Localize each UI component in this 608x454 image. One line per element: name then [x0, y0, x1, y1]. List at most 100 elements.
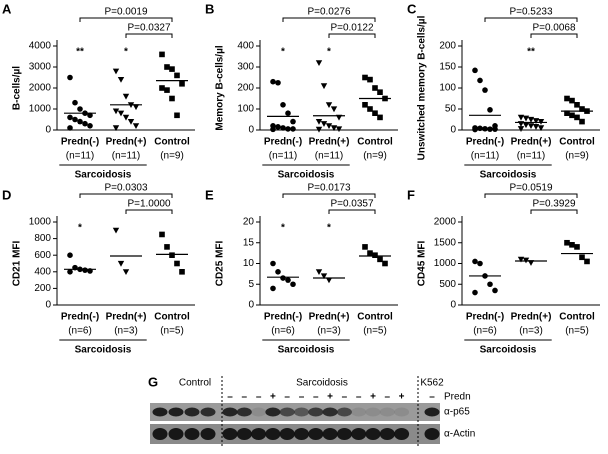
point — [112, 227, 120, 234]
panel-letter: A — [2, 1, 12, 16]
point — [117, 110, 125, 117]
point — [290, 126, 296, 132]
panel-letter: E — [205, 187, 214, 202]
point — [77, 106, 83, 112]
point — [482, 87, 488, 93]
y-tick-label: 15 — [243, 237, 255, 248]
point — [174, 112, 180, 119]
panel-letter: D — [2, 187, 11, 202]
bracket — [484, 193, 578, 198]
point — [367, 250, 373, 256]
point — [472, 126, 478, 133]
point — [579, 118, 585, 125]
band — [322, 407, 338, 417]
bracket — [125, 33, 173, 38]
x-tick-label: Predn(-) — [61, 137, 99, 148]
point — [290, 281, 296, 288]
significance: * — [327, 47, 331, 58]
point — [159, 51, 165, 58]
point — [315, 126, 323, 133]
point — [179, 269, 185, 275]
y-tick-label: 200 — [34, 283, 51, 294]
treatment-sign: – — [256, 392, 262, 403]
significance: * — [281, 47, 285, 58]
p-value: P=1.0000 — [127, 199, 171, 210]
band — [251, 407, 267, 417]
point — [472, 289, 478, 296]
point — [270, 260, 276, 267]
band — [424, 407, 440, 417]
point — [472, 258, 478, 265]
point — [112, 108, 120, 115]
y-tick-label: 200 — [237, 83, 254, 94]
point — [275, 124, 281, 130]
x-tick-label: Predn(-) — [61, 312, 99, 323]
bracket — [282, 17, 376, 22]
point — [159, 85, 165, 91]
band — [200, 407, 216, 417]
band — [279, 407, 295, 417]
point — [579, 106, 585, 112]
blot-treatment: Predn — [444, 392, 471, 403]
band — [336, 428, 352, 440]
panel-letter: B — [205, 1, 214, 16]
n-label: (n=11) — [315, 151, 343, 162]
y-tick-label: 0 — [248, 125, 254, 136]
p-value: P=0.0173 — [307, 183, 351, 194]
point — [564, 239, 570, 246]
point — [527, 123, 535, 129]
point — [87, 123, 93, 129]
point — [280, 125, 286, 131]
group-label: Sarcoidosis — [75, 170, 132, 181]
band — [365, 428, 381, 440]
y-axis-label: CD21 MFI — [12, 240, 23, 286]
band — [152, 407, 168, 417]
blot-group: Control — [179, 378, 211, 389]
bracket — [282, 193, 376, 198]
x-tick-label: Predn(+) — [309, 137, 350, 148]
point — [492, 126, 498, 132]
y-tick-label: 1000 — [29, 104, 52, 115]
x-tick-label: Control — [154, 137, 190, 148]
point — [522, 122, 530, 129]
band — [236, 407, 252, 417]
point — [487, 126, 493, 132]
point — [82, 267, 88, 273]
point — [290, 118, 296, 125]
y-tick-label: 150 — [439, 62, 456, 73]
point — [522, 115, 530, 122]
point — [527, 116, 535, 123]
p-value: P=0.0276 — [307, 7, 351, 18]
band — [351, 428, 367, 440]
y-tick-label: 200 — [439, 41, 456, 52]
point — [532, 118, 540, 124]
bracket — [328, 33, 376, 38]
point — [77, 118, 83, 125]
point — [569, 112, 575, 119]
point — [382, 260, 388, 267]
band — [351, 407, 367, 417]
treatment-sign: + — [399, 392, 405, 403]
n-label: (n=11) — [517, 151, 545, 162]
band — [336, 407, 352, 417]
point — [87, 112, 93, 119]
x-tick-label: Predn(-) — [264, 137, 302, 148]
point — [482, 125, 488, 132]
point — [492, 287, 498, 294]
p-value: P=0.0357 — [330, 199, 374, 210]
y-tick-label: 400 — [237, 41, 254, 52]
y-tick-label: 10 — [243, 258, 255, 269]
band — [265, 407, 281, 417]
significance: * — [124, 47, 128, 58]
n-label: (n=11) — [471, 151, 499, 162]
blot-group: K562 — [420, 378, 444, 389]
point — [164, 244, 170, 250]
point — [487, 107, 493, 113]
bracket — [530, 33, 578, 38]
point — [537, 125, 545, 132]
point — [67, 252, 73, 258]
bracket — [79, 193, 173, 198]
point — [270, 126, 276, 133]
